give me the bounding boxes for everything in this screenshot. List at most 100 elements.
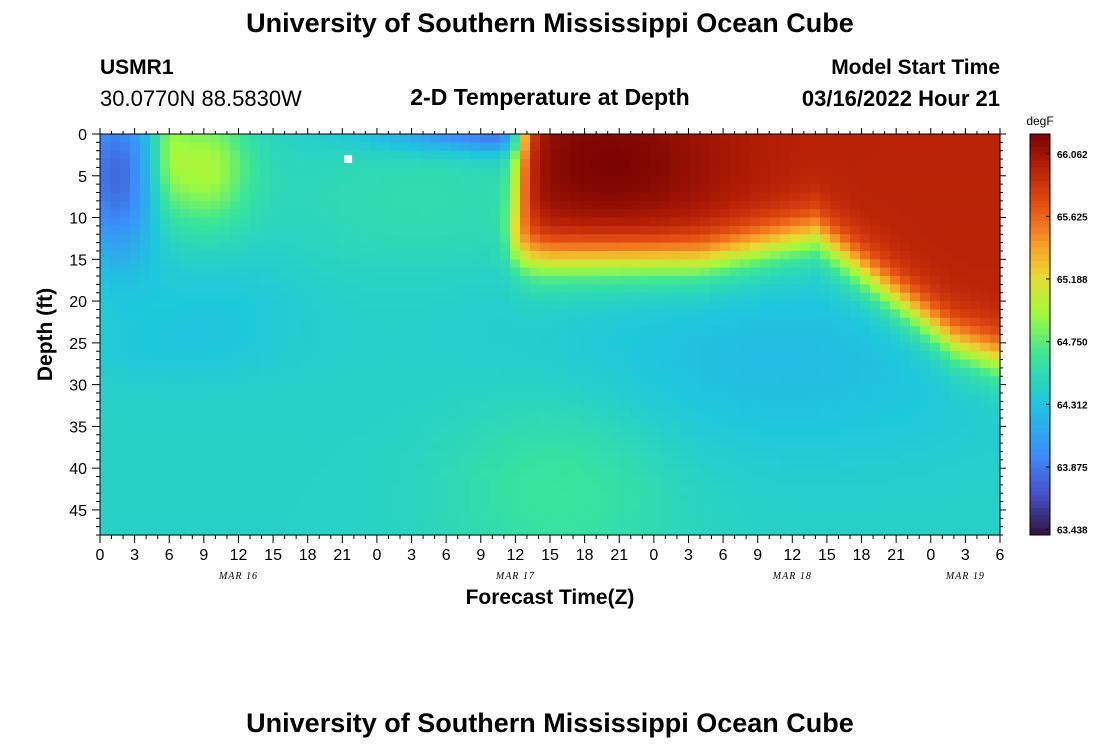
heatmap-cell [790, 468, 801, 478]
heatmap-cell [950, 326, 961, 336]
heatmap-cell [880, 317, 891, 327]
heatmap-cell [490, 426, 501, 436]
heatmap-cell [520, 526, 531, 536]
heatmap-cell [910, 384, 921, 394]
heatmap-cell [890, 250, 901, 260]
heatmap-cell [140, 192, 151, 202]
heatmap-cell [400, 142, 411, 152]
heatmap-cell [910, 184, 921, 194]
heatmap-cell [830, 209, 841, 219]
heatmap-cell [130, 367, 141, 377]
heatmap-cell [880, 309, 891, 319]
heatmap-cell [340, 392, 351, 402]
heatmap-cell [290, 384, 301, 394]
heatmap-cell [740, 234, 751, 244]
heatmap-cell [290, 476, 301, 486]
heatmap-cell [610, 468, 621, 478]
heatmap-cell [460, 267, 471, 277]
heatmap-cell [700, 259, 711, 269]
heatmap-cell [850, 159, 861, 169]
heatmap-cell [980, 493, 991, 503]
heatmap-cell [450, 376, 461, 386]
heatmap-cell [690, 259, 701, 269]
heatmap-cell [330, 476, 341, 486]
heatmap-cell [850, 284, 861, 294]
heatmap-cell [940, 526, 951, 536]
heatmap-cell [200, 309, 211, 319]
heatmap-cell [960, 134, 971, 143]
heatmap-cell [110, 367, 121, 377]
heatmap-cell [440, 409, 451, 419]
heatmap-cell [440, 493, 451, 503]
heatmap-cell [480, 309, 491, 319]
marker-layer [344, 155, 353, 164]
heatmap-cell [400, 192, 411, 202]
heatmap-cell [770, 518, 781, 528]
heatmap-cell [880, 159, 891, 169]
heatmap-cell [820, 250, 831, 260]
heatmap-cell [130, 301, 141, 311]
heatmap-cell [560, 242, 571, 252]
heatmap-cell [610, 342, 621, 352]
heatmap-cell [130, 451, 141, 461]
heatmap-cell [290, 526, 301, 536]
heatmap-cell [970, 376, 981, 386]
heatmap-cell [670, 476, 681, 486]
heatmap-cell [860, 342, 871, 352]
heatmap-cell [540, 142, 551, 152]
heatmap-cell [440, 434, 451, 444]
heatmap-cell [260, 518, 271, 528]
heatmap-cell [820, 401, 831, 411]
heatmap-cell [230, 443, 241, 453]
heatmap-cell [410, 509, 421, 519]
heatmap-cell [370, 267, 381, 277]
heatmap-cell [470, 401, 481, 411]
heatmap-cell [420, 242, 431, 252]
heatmap-cell [650, 276, 661, 285]
heatmap-cell [930, 401, 941, 411]
heatmap-cell [740, 200, 751, 210]
heatmap-cell [690, 134, 701, 143]
heatmap-cell [350, 225, 361, 235]
heatmap-cell [470, 234, 481, 244]
heatmap-cell [370, 175, 381, 185]
heatmap-cell [700, 317, 711, 327]
heatmap-cell [560, 426, 571, 436]
heatmap-cell [860, 309, 871, 319]
heatmap-cell [410, 292, 421, 302]
heatmap-cell [620, 150, 631, 160]
heatmap-cell [420, 384, 431, 394]
heatmap-cell [760, 392, 771, 402]
heatmap-cell [620, 476, 631, 486]
heatmap-cell [830, 426, 841, 436]
heatmap-cell [430, 192, 441, 202]
heatmap-cell [510, 326, 521, 336]
heatmap-cell [640, 476, 651, 486]
heatmap-cell [490, 259, 501, 269]
heatmap-cell [470, 451, 481, 461]
heatmap-cell [580, 392, 591, 402]
heatmap-cell [960, 209, 971, 219]
heatmap-cell [890, 301, 901, 311]
heatmap-cell [870, 476, 881, 486]
heatmap-cell [770, 259, 781, 269]
heatmap-cell [280, 359, 291, 369]
heatmap-cell [680, 326, 691, 336]
heatmap-cell [320, 484, 331, 494]
heatmap-cell [900, 309, 911, 319]
heatmap-cell [620, 175, 631, 185]
heatmap-cell [480, 434, 491, 444]
heatmap-cell [460, 259, 471, 269]
heatmap-cell [350, 142, 361, 152]
heatmap-cell [850, 292, 861, 302]
heatmap-cell [590, 426, 601, 436]
heatmap-cell [150, 376, 161, 386]
heatmap-cell [620, 250, 631, 260]
heatmap-cell [560, 401, 571, 411]
heatmap-cell [660, 384, 671, 394]
heatmap-cell [900, 359, 911, 369]
heatmap-cell [610, 259, 621, 269]
heatmap-cell [430, 468, 441, 478]
heatmap-cell [140, 200, 151, 210]
heatmap-cell [690, 451, 701, 461]
